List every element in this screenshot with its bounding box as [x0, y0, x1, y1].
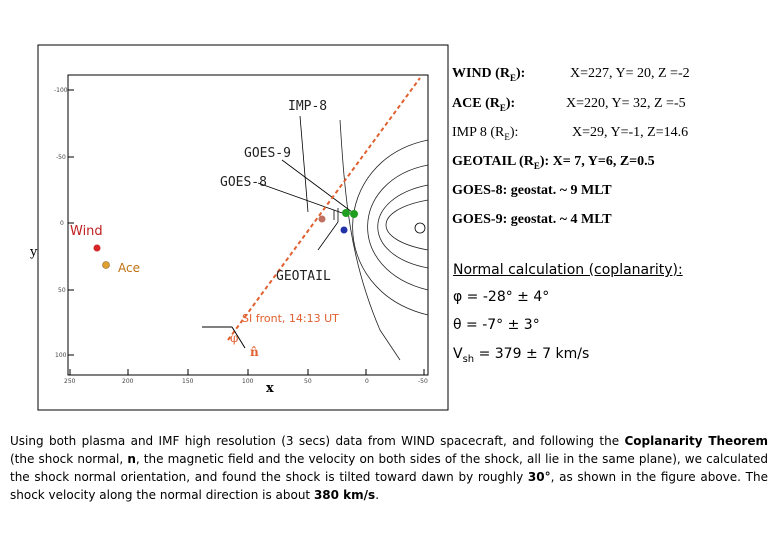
x-tick-marks [69, 369, 425, 375]
si-front-label: SI front, 14:13 UT [242, 312, 339, 325]
wind-position-row: WIND (RE): [452, 66, 526, 83]
vsh-subscript: sh [462, 353, 475, 365]
y-tick-label: -50 [56, 154, 66, 161]
wind-label: Wind [70, 224, 103, 239]
y-tick-marks [68, 89, 74, 356]
goes8-name: GOES-8: [452, 183, 508, 198]
shock-front-line [227, 77, 421, 341]
position-name: GEOTAIL [452, 154, 516, 169]
phi-label: φ [230, 331, 238, 345]
unit-subscript: E [499, 102, 506, 113]
goes9-connector [281, 159, 353, 213]
geotail-connector [317, 221, 339, 251]
ace-position-row: ACE (RE): [452, 96, 516, 113]
geotail-marker [340, 226, 348, 234]
normal-calc-heading: Normal calculation (coplanarity): [453, 262, 683, 278]
x-tick-label: 100 [242, 378, 254, 385]
imp8-connector [299, 115, 309, 213]
explanation-paragraph: Using both plasma and IMF high resolutio… [10, 432, 768, 504]
para-text: (the shock normal, [10, 452, 128, 466]
x-tick-label: 200 [122, 378, 134, 385]
goes9-value: geostat. ~ 4 MLT [510, 212, 612, 227]
para-bold: 380 km/s [313, 488, 376, 502]
goes8-row: GOES-8: geostat. ~ 9 MLT [452, 183, 612, 199]
para-text: Using both plasma and IMF high resolutio… [10, 434, 625, 448]
geotail-position-row: GEOTAIL (RE): X= 7, Y=6, Z=0.5 [452, 154, 655, 171]
goes9-marker [342, 209, 350, 217]
ace-position-value: X=220, Y= 32, Z =-5 [566, 96, 686, 111]
tick-cluster [333, 208, 339, 222]
goes8-value: geostat. ~ 9 MLT [510, 183, 612, 198]
para-bold: 30° [527, 470, 551, 484]
x-tick-label: -50 [418, 378, 428, 385]
earth-icon [414, 222, 426, 234]
ace-marker [102, 261, 110, 269]
y-axis-label: y [29, 245, 38, 260]
geotail-label: GEOTAIL [276, 269, 331, 284]
unit-subscript: E [509, 72, 516, 83]
goes9-row: GOES-9: geostat. ~ 4 MLT [452, 212, 612, 228]
para-bold: Coplanarity Theorem [624, 434, 769, 448]
vsh-number: = 379 ± 7 km/s [474, 346, 590, 362]
goes8-marker [350, 210, 358, 218]
normal-label: n̂ [250, 345, 259, 359]
vsh-symbol: V [453, 346, 463, 362]
magnetosphere-field-lines [339, 119, 429, 361]
wind-position-value: X=227, Y= 20, Z =-2 [570, 66, 690, 81]
imp8-label: IMP-8 [288, 99, 327, 114]
unit-subscript: E [504, 131, 510, 142]
vsh-value: Vsh = 379 ± 7 km/s [453, 346, 589, 365]
geotail-position-value: X= 7, Y=6, Z=0.5 [552, 154, 655, 169]
y-tick-label: -100 [54, 87, 68, 94]
goes9-name: GOES-9: [452, 212, 508, 227]
theta-value: θ = -7° ± 3° [453, 317, 540, 333]
para-text: , as shown in the figure above. The shoc… [10, 470, 768, 502]
x-tick-label: 50 [304, 378, 312, 385]
position-name: WIND [452, 66, 492, 81]
plot-outer-frame [37, 44, 449, 411]
imp8-position-value: X=29, Y=-1, Z=14.6 [572, 125, 689, 140]
goes9-label: GOES-9 [244, 146, 291, 161]
y-tick-label: 50 [58, 287, 66, 294]
x-axis-label: x [266, 381, 274, 396]
para-bold: n [127, 452, 136, 466]
x-tick-label: 150 [182, 378, 194, 385]
y-tick-label: 100 [55, 352, 67, 359]
x-tick-label: 250 [64, 378, 76, 385]
goes8-label: GOES-8 [220, 175, 267, 190]
y-tick-label: 0 [60, 220, 64, 227]
imp8-position-row: IMP 8 (RE): [452, 125, 519, 142]
goes8-connector [257, 182, 346, 215]
para-text: . [375, 488, 380, 502]
phi-value: φ = -28° ± 4° [453, 289, 550, 305]
wind-marker [93, 244, 101, 252]
x-tick-label: 0 [365, 378, 369, 385]
ace-label: Ace [118, 261, 140, 275]
normal-arrow-line [231, 326, 246, 349]
position-name: ACE [452, 96, 482, 111]
imp8-marker [318, 215, 326, 223]
unit-subscript: E [533, 160, 540, 171]
position-name: IMP 8 [452, 125, 487, 140]
para-text: , the magnetic field and the velocity on… [10, 452, 768, 484]
